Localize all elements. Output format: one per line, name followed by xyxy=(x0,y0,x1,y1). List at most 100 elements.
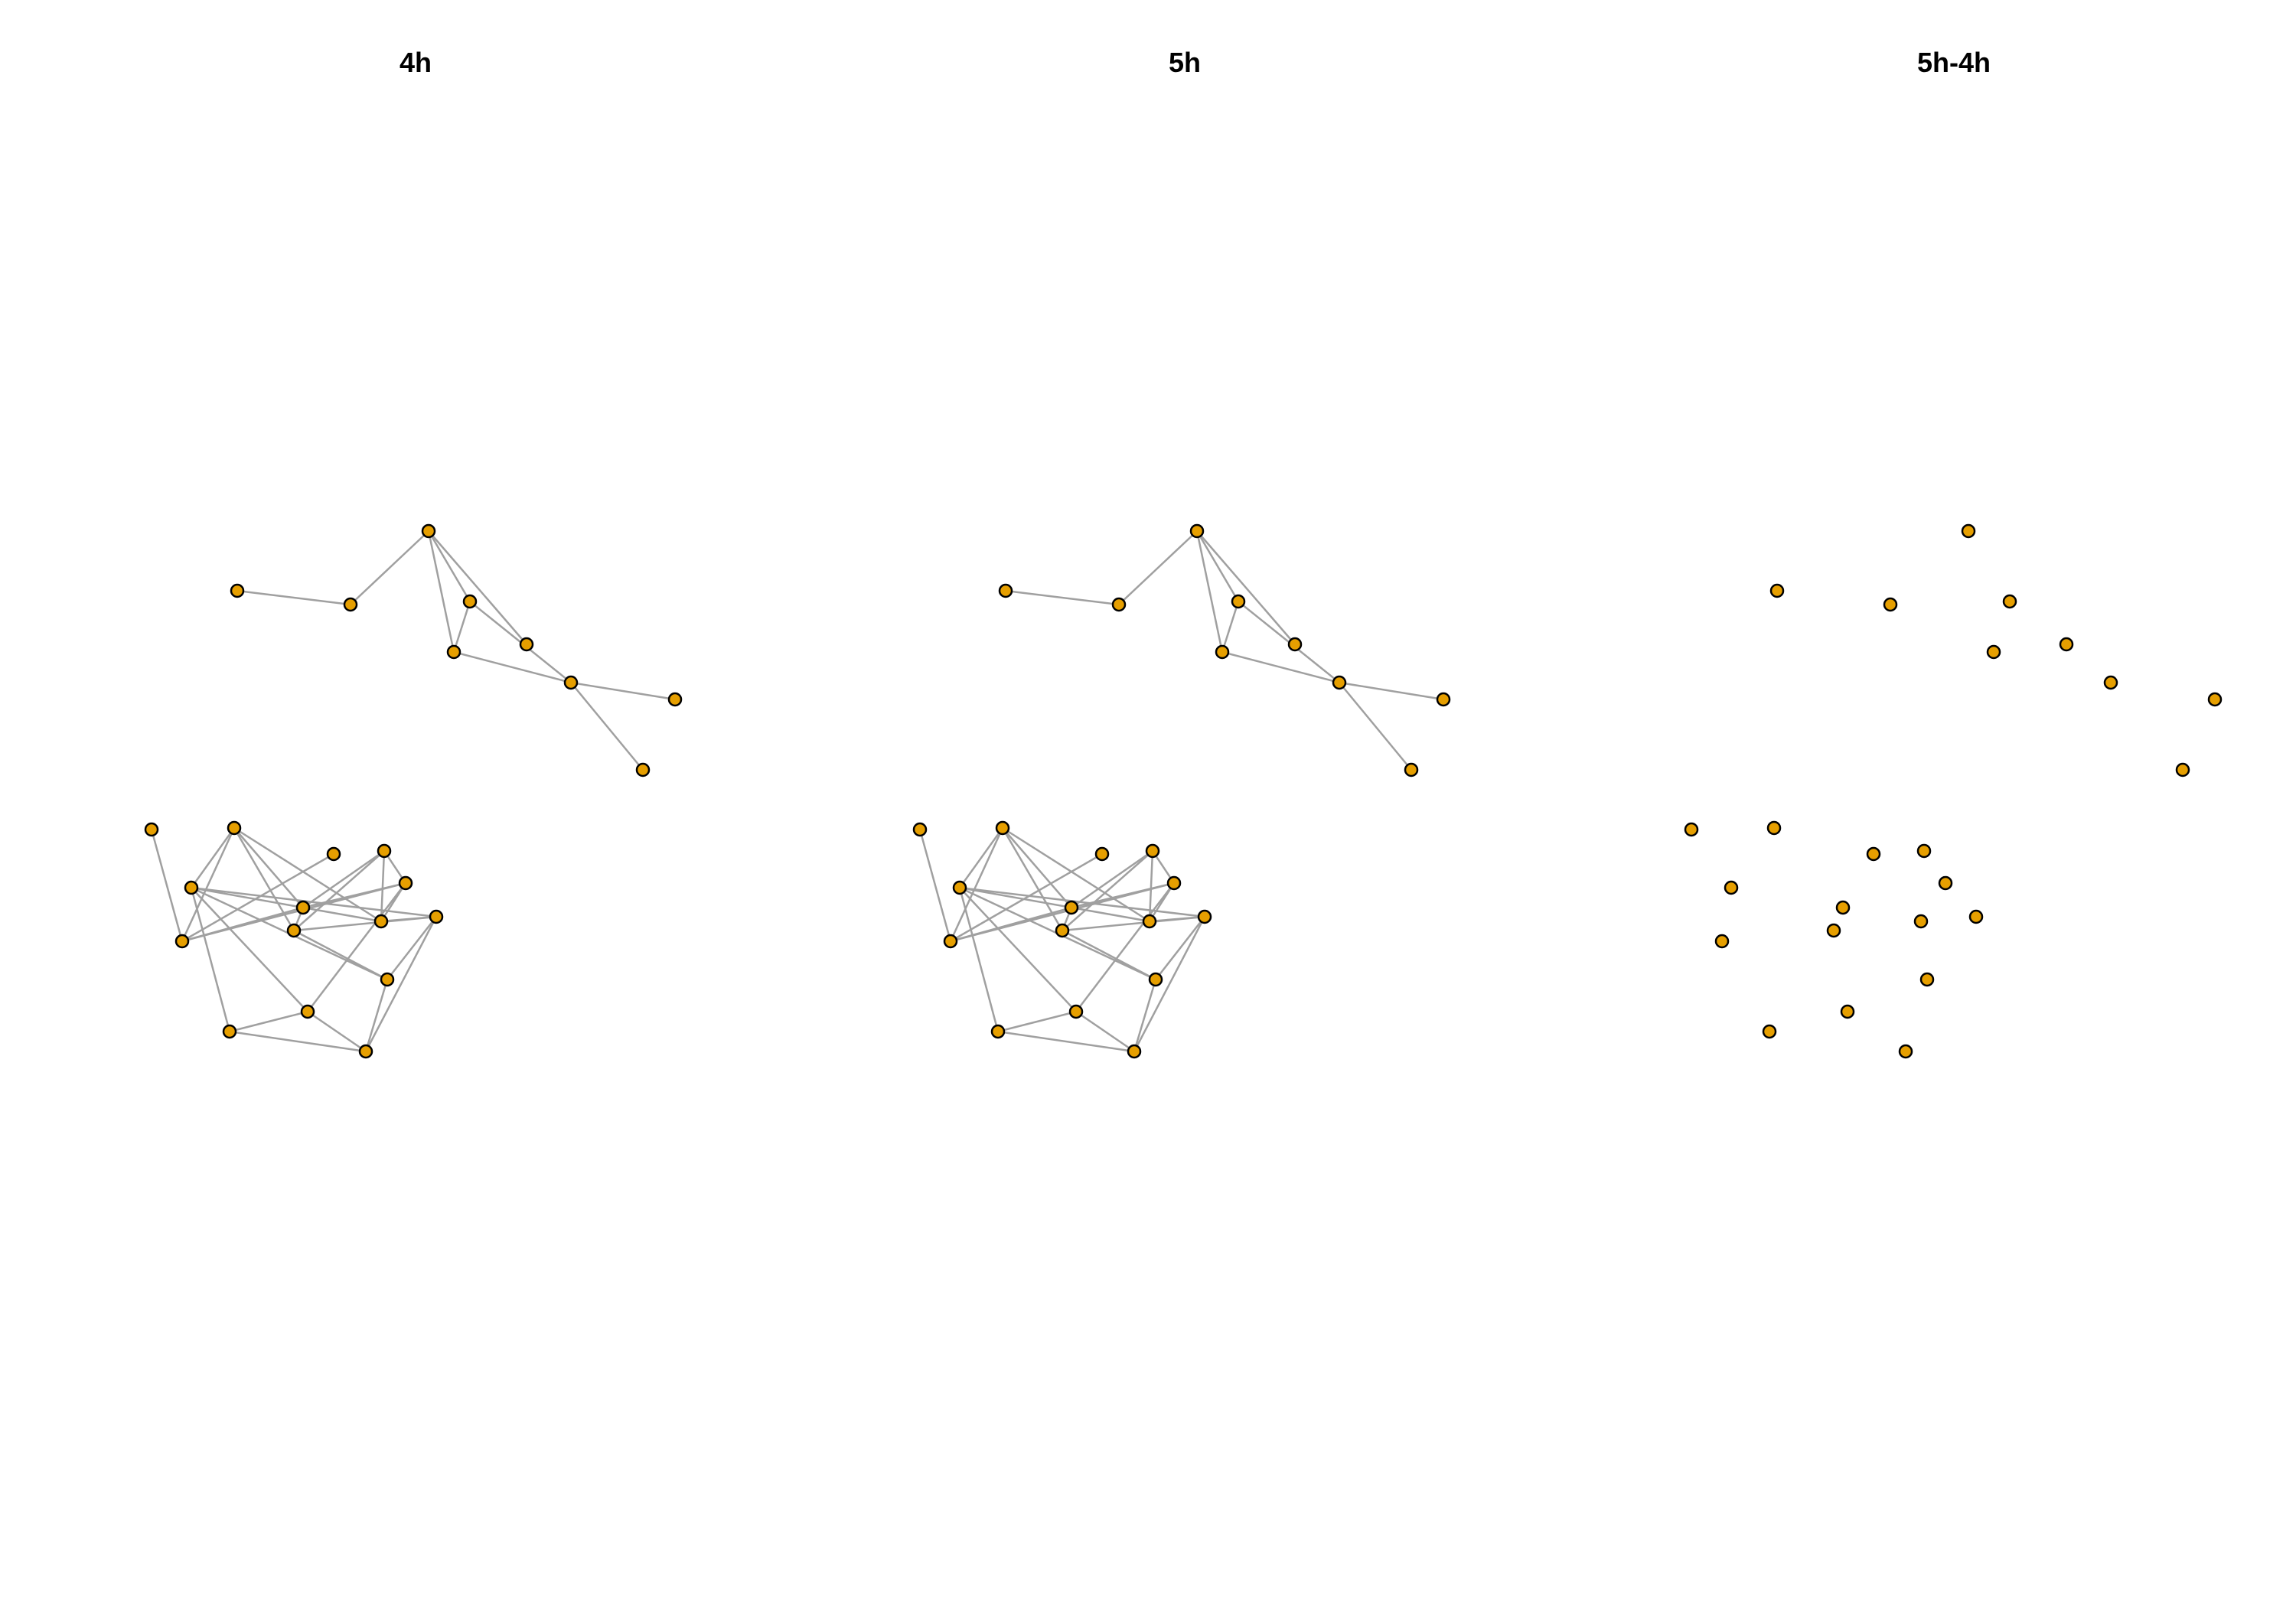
edge xyxy=(959,887,1077,1012)
node xyxy=(1714,934,1730,949)
node xyxy=(326,846,341,862)
node xyxy=(2207,692,2223,707)
node xyxy=(1142,914,1157,929)
node xyxy=(2002,594,2017,609)
node xyxy=(1189,523,1205,539)
edge xyxy=(959,886,1072,909)
edge xyxy=(570,681,676,701)
edge xyxy=(1002,827,1072,908)
network-panel-5h-4h xyxy=(1684,523,2223,1059)
node xyxy=(1724,880,1739,895)
node xyxy=(1145,843,1160,859)
node xyxy=(1835,900,1851,915)
edge xyxy=(1221,601,1240,653)
node xyxy=(358,1044,373,1059)
node xyxy=(912,822,928,837)
panel-title-5h: 5h xyxy=(1168,47,1201,78)
node xyxy=(1919,972,1935,987)
edge xyxy=(364,979,389,1052)
node xyxy=(1404,762,1419,777)
edge xyxy=(1002,826,1150,923)
edge xyxy=(1071,882,1175,909)
node xyxy=(1898,1044,1913,1059)
node xyxy=(667,692,683,707)
node xyxy=(373,914,389,929)
edge xyxy=(427,530,455,653)
edge xyxy=(1148,850,1154,922)
node xyxy=(398,875,413,891)
node xyxy=(1766,820,1782,836)
node xyxy=(1684,822,1699,837)
node xyxy=(1840,1004,1855,1019)
edge xyxy=(1071,849,1153,909)
edge xyxy=(229,1010,308,1033)
node xyxy=(1166,875,1182,891)
node xyxy=(1916,843,1932,859)
node xyxy=(1231,594,1246,609)
edge xyxy=(950,852,1103,943)
node xyxy=(1769,583,1785,598)
node xyxy=(174,934,190,949)
edge xyxy=(386,916,437,980)
panel-title-5h-4h: 5h-4h xyxy=(1916,47,1991,78)
node xyxy=(1197,909,1212,924)
node xyxy=(995,820,1010,836)
edge xyxy=(233,827,304,908)
node xyxy=(998,583,1013,598)
edge xyxy=(380,915,437,923)
node xyxy=(429,909,444,924)
node xyxy=(1968,909,1984,924)
edge xyxy=(229,1030,367,1053)
node xyxy=(1826,923,1841,938)
edge xyxy=(1221,650,1340,684)
edge xyxy=(150,829,184,942)
edge xyxy=(570,682,644,771)
edge xyxy=(1149,915,1205,923)
edge xyxy=(293,929,388,981)
node xyxy=(1148,972,1163,987)
edge xyxy=(1195,530,1240,602)
edge xyxy=(1062,929,1156,981)
edge xyxy=(1075,882,1175,1012)
node xyxy=(462,594,478,609)
node xyxy=(519,637,534,652)
node xyxy=(300,1004,315,1019)
node xyxy=(286,923,302,938)
node xyxy=(2175,762,2190,777)
edge xyxy=(302,882,406,909)
node xyxy=(421,523,436,539)
edge xyxy=(307,1010,367,1053)
node xyxy=(222,1024,237,1039)
node xyxy=(446,644,461,660)
node xyxy=(1215,644,1230,660)
edge xyxy=(233,826,382,923)
edge xyxy=(1133,979,1157,1052)
node xyxy=(1064,900,1079,915)
edge xyxy=(350,530,429,605)
node xyxy=(2103,675,2118,690)
node xyxy=(1094,846,1110,862)
edge xyxy=(1155,916,1205,980)
edge xyxy=(236,589,351,606)
edge xyxy=(307,882,406,1012)
node xyxy=(1762,1024,1777,1039)
edge xyxy=(190,887,231,1032)
edge xyxy=(191,887,308,1012)
node xyxy=(1287,637,1303,652)
edge xyxy=(181,852,334,943)
node xyxy=(1436,692,1451,707)
node xyxy=(952,880,967,895)
node xyxy=(227,820,242,836)
edge xyxy=(997,1030,1135,1053)
node xyxy=(380,972,395,987)
edge xyxy=(380,850,386,922)
edge xyxy=(293,850,385,931)
edge xyxy=(958,887,1000,1032)
node xyxy=(230,583,245,598)
edge xyxy=(428,530,527,645)
node xyxy=(1055,923,1070,938)
panel-title-4h: 4h xyxy=(399,47,432,78)
edge xyxy=(453,650,572,684)
edge xyxy=(302,849,385,909)
